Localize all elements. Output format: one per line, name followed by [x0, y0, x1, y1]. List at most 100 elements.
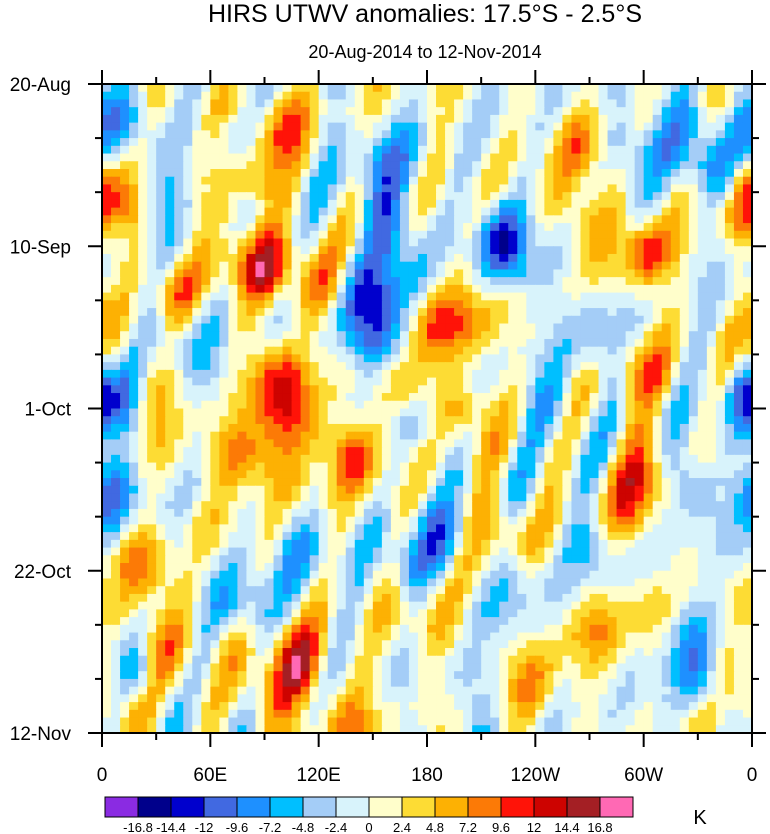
- field-cell: [463, 508, 473, 518]
- field-cell: [607, 563, 618, 572]
- field-cell: [454, 439, 464, 448]
- field-cell: [363, 393, 374, 402]
- field-cell: [417, 161, 428, 170]
- field-cell: [345, 99, 356, 108]
- field-cell: [427, 408, 437, 417]
- field-cell: [327, 168, 338, 178]
- field-cell: [652, 331, 663, 340]
- field-cell: [553, 338, 564, 348]
- field-cell: [472, 586, 482, 595]
- field-cell: [300, 346, 311, 356]
- field-cell: [345, 393, 356, 402]
- field-cell: [165, 532, 175, 541]
- field-cell: [318, 478, 329, 487]
- field-cell: [399, 470, 410, 479]
- field-cell: [219, 269, 229, 278]
- field-cell: [715, 168, 726, 178]
- field-cell: [228, 238, 239, 247]
- field-cell: [526, 524, 536, 533]
- field-cell: [399, 199, 410, 209]
- field-cell: [300, 516, 311, 525]
- field-cell: [679, 501, 690, 510]
- field-cell: [481, 362, 491, 371]
- field-cell: [354, 570, 365, 580]
- field-cell: [490, 408, 500, 417]
- field-cell: [733, 508, 744, 518]
- field-cell: [336, 308, 347, 317]
- field-cell: [463, 184, 473, 193]
- field-cell: [490, 300, 500, 309]
- field-cell: [147, 547, 157, 556]
- field-cell: [390, 130, 401, 139]
- field-cell: [544, 161, 554, 170]
- field-cell: [390, 400, 401, 410]
- field-cell: [192, 454, 202, 464]
- field-cell: [589, 107, 600, 116]
- field-cell: [463, 331, 473, 340]
- field-cell: [174, 423, 184, 433]
- field-cell: [706, 555, 717, 564]
- field-cell: [291, 362, 302, 371]
- field-cell: [120, 238, 130, 247]
- field-cell: [228, 539, 239, 549]
- field-cell: [246, 601, 257, 610]
- field-cell: [318, 493, 329, 502]
- field-cell: [463, 524, 473, 533]
- field-cell: [408, 138, 419, 147]
- field-cell: [372, 114, 383, 124]
- field-cell: [706, 199, 717, 209]
- field-cell: [454, 586, 464, 595]
- field-cell: [336, 300, 347, 309]
- field-cell: [174, 609, 184, 618]
- field-cell: [273, 377, 284, 386]
- field-cell: [436, 501, 446, 510]
- field-cell: [553, 501, 564, 510]
- field-cell: [327, 485, 338, 495]
- field-cell: [571, 230, 582, 240]
- field-cell: [192, 524, 202, 533]
- field-cell: [499, 122, 509, 131]
- field-cell: [300, 408, 311, 417]
- field-cell: [183, 230, 193, 240]
- field-cell: [417, 114, 428, 124]
- field-cell: [399, 570, 410, 580]
- field-cell: [427, 447, 437, 456]
- field-cell: [309, 462, 320, 471]
- field-cell: [210, 578, 220, 587]
- field-cell: [715, 246, 726, 255]
- field-cell: [219, 246, 229, 255]
- field-cell: [417, 308, 428, 317]
- field-cell: [625, 454, 636, 464]
- field-cell: [219, 284, 229, 294]
- field-cell: [445, 300, 455, 309]
- field-cell: [652, 539, 663, 549]
- anomaly-field: [102, 84, 752, 733]
- field-cell: [165, 516, 175, 525]
- field-cell: [661, 547, 672, 556]
- field-cell: [589, 292, 600, 301]
- field-cell: [381, 215, 392, 224]
- field-cell: [345, 462, 356, 471]
- field-cell: [499, 532, 509, 541]
- field-cell: [697, 593, 708, 603]
- field-cell: [562, 454, 573, 464]
- field-cell: [679, 601, 690, 610]
- field-cell: [327, 423, 338, 433]
- field-cell: [589, 416, 600, 425]
- field-cell: [697, 161, 708, 170]
- field-cell: [237, 253, 248, 263]
- field-cell: [291, 416, 302, 425]
- field-cell: [264, 261, 275, 271]
- field-cell: [165, 462, 175, 471]
- field-cell: [219, 508, 229, 518]
- field-cell: [102, 153, 112, 162]
- field-cell: [201, 300, 211, 309]
- field-cell: [372, 547, 383, 556]
- field-cell: [318, 601, 329, 610]
- field-cell: [607, 369, 618, 379]
- field-cell: [688, 161, 699, 170]
- field-cell: [255, 122, 266, 131]
- field-cell: [499, 323, 509, 332]
- field-cell: [318, 161, 329, 170]
- field-cell: [363, 168, 374, 178]
